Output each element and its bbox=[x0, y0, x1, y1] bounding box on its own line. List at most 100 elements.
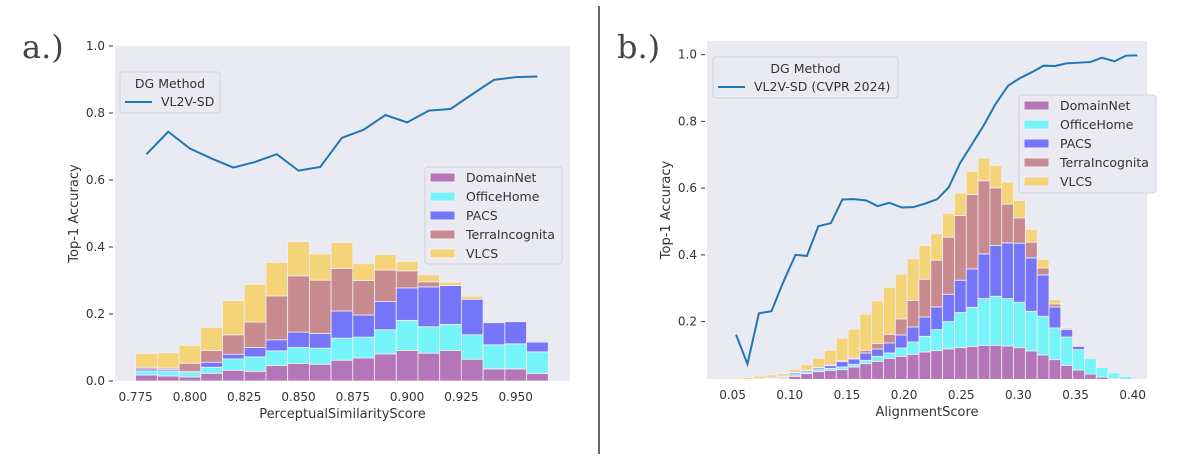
bar-pacs bbox=[1072, 345, 1085, 351]
bar-vlcs bbox=[1036, 259, 1050, 269]
bar-vlcs bbox=[374, 254, 397, 271]
bar-domainnet bbox=[989, 344, 1003, 379]
bar-officehome bbox=[1013, 301, 1026, 349]
bar-pacs bbox=[482, 322, 506, 346]
legend-entry-terraincognita: TerraIncognita bbox=[1059, 155, 1149, 170]
bar-officehome bbox=[1024, 310, 1038, 352]
y-tick-label: 0.8 bbox=[678, 114, 697, 128]
bar-domainnet bbox=[395, 350, 419, 381]
x-tick-label: 0.850 bbox=[281, 390, 315, 404]
bar-domainnet bbox=[812, 371, 825, 379]
bar-vlcs bbox=[156, 352, 180, 369]
bar-officehome bbox=[871, 355, 884, 362]
bar-pacs bbox=[1024, 257, 1038, 312]
bar-domainnet bbox=[871, 360, 884, 379]
bar-officehome bbox=[1048, 327, 1062, 361]
bar-terraincognita bbox=[1024, 241, 1038, 259]
legend-swatch-pacs bbox=[429, 210, 456, 221]
bar-terraincognita bbox=[859, 349, 873, 354]
bar-vlcs bbox=[308, 253, 332, 281]
bar-domainnet bbox=[200, 372, 223, 381]
bar-domainnet bbox=[417, 352, 441, 381]
bar-terraincognita bbox=[374, 269, 397, 303]
bar-officehome bbox=[504, 343, 527, 370]
bar-vlcs bbox=[135, 353, 158, 368]
bar-domainnet bbox=[265, 365, 289, 381]
bar-pacs bbox=[374, 301, 397, 331]
bar-domainnet bbox=[754, 382, 766, 389]
bar-officehome bbox=[1119, 376, 1133, 379]
bar-vlcs bbox=[835, 337, 849, 362]
bar-officehome bbox=[222, 358, 245, 371]
bar-pacs bbox=[308, 333, 332, 349]
bar-domainnet bbox=[287, 363, 310, 381]
bar-terraincognita bbox=[352, 280, 375, 316]
bar-pacs bbox=[883, 342, 896, 354]
bar-pacs bbox=[395, 287, 419, 321]
x-tick-label: 0.10 bbox=[776, 388, 803, 402]
legend-swatch-pacs bbox=[1023, 138, 1050, 149]
x-tick-label: 0.950 bbox=[499, 390, 533, 404]
legend-entry-pacs: PACS bbox=[1060, 136, 1092, 151]
bar-legend-box bbox=[1018, 94, 1157, 194]
bar-officehome bbox=[395, 319, 419, 351]
bar-officehome bbox=[730, 383, 742, 384]
y-tick-label: 0.4 bbox=[678, 248, 697, 262]
bar-terraincognita bbox=[287, 275, 310, 333]
bar-vlcs bbox=[871, 300, 884, 345]
bar-domainnet bbox=[243, 370, 267, 381]
bar-domainnet bbox=[526, 373, 549, 381]
bar-terraincognita bbox=[200, 350, 223, 363]
x-tick-label: 0.25 bbox=[948, 388, 975, 402]
x-tick-label: 0.800 bbox=[173, 390, 207, 404]
legend-entry-vlcs: VLCS bbox=[466, 246, 498, 261]
bar-pacs bbox=[930, 306, 944, 331]
y-tick-label: 0.0 bbox=[86, 374, 105, 388]
bar-officehome bbox=[287, 347, 310, 364]
bar-terraincognita bbox=[730, 382, 742, 383]
bar-vlcs bbox=[753, 375, 766, 379]
bar-officehome bbox=[308, 347, 332, 365]
y-tick-label: 0.8 bbox=[86, 106, 105, 120]
bar-officehome bbox=[977, 298, 991, 346]
legend-swatch-officehome bbox=[1023, 119, 1050, 130]
bar-terraincognita bbox=[871, 343, 884, 350]
legend-entry-terraincognita: TerraIncognita bbox=[465, 227, 555, 242]
legend-entry-pacs: PACS bbox=[466, 208, 498, 223]
bar-domainnet bbox=[800, 373, 814, 379]
bar-officehome bbox=[156, 370, 180, 377]
bar-officehome bbox=[1036, 315, 1050, 356]
bar-pacs bbox=[954, 279, 967, 314]
bar-domainnet bbox=[847, 366, 861, 379]
y-axis-label: Top-1 Accuracy bbox=[67, 164, 82, 264]
bar-pacs bbox=[417, 286, 441, 328]
panel-label: a.) bbox=[22, 28, 64, 66]
bar-vlcs bbox=[942, 213, 955, 238]
bar-pacs bbox=[1013, 242, 1026, 303]
bar-domainnet bbox=[178, 376, 202, 381]
x-tick-label: 0.20 bbox=[891, 388, 918, 402]
bar-domainnet bbox=[482, 368, 506, 381]
bar-terraincognita bbox=[330, 268, 354, 312]
bar-officehome bbox=[374, 329, 397, 355]
bar-terraincognita bbox=[930, 259, 944, 308]
bar-officehome bbox=[200, 366, 223, 374]
bar-vlcs bbox=[395, 261, 419, 272]
bar-pacs bbox=[754, 380, 766, 381]
bar-pacs bbox=[1036, 274, 1050, 317]
bar-vlcs bbox=[812, 357, 825, 368]
bar-officehome bbox=[835, 366, 849, 371]
legend-swatch-vlcs bbox=[429, 248, 456, 259]
x-tick-label: 0.900 bbox=[390, 390, 424, 404]
legend-entry-vlcs: VLCS bbox=[1060, 174, 1092, 189]
bar-vlcs bbox=[243, 284, 267, 323]
x-tick-label: 0.30 bbox=[1005, 388, 1032, 402]
bar-pacs bbox=[352, 314, 375, 338]
line-legend-title: DG Method bbox=[135, 76, 205, 91]
bar-officehome bbox=[178, 372, 202, 378]
bar-pacs bbox=[200, 361, 223, 368]
bar-domainnet bbox=[1036, 354, 1050, 379]
y-tick-label: 0.4 bbox=[86, 240, 105, 254]
bar-domainnet bbox=[906, 353, 920, 379]
bar-domainnet bbox=[942, 348, 955, 379]
